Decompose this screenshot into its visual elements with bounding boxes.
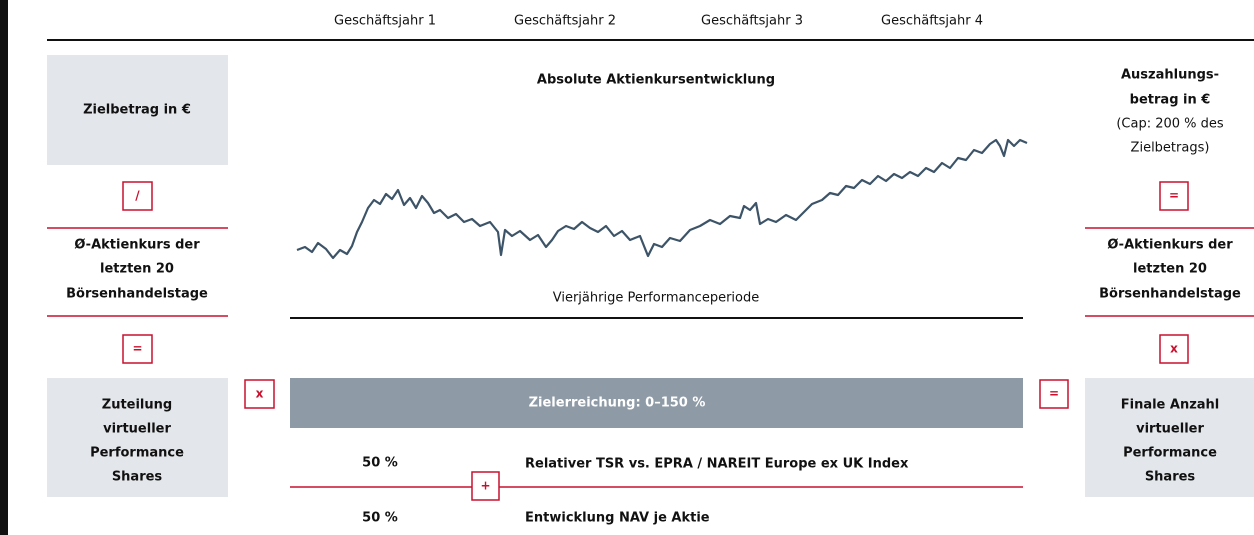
year: Geschäftsjahr 3 — [701, 14, 803, 29]
label: Börsenhandelstage — [1099, 287, 1241, 302]
operator: x — [256, 387, 264, 401]
label: letzten 20 — [1133, 262, 1207, 277]
operator: = — [132, 342, 142, 356]
box — [47, 55, 228, 165]
operator-box — [122, 334, 153, 364]
label: Zielbetrag in € — [83, 103, 191, 118]
label: letzten 20 — [100, 262, 174, 277]
operator: = — [1049, 387, 1059, 401]
operator-box — [1039, 379, 1069, 409]
label: betrag in € — [1130, 93, 1211, 108]
target-bar — [290, 378, 1023, 428]
operator: = — [1169, 189, 1179, 203]
box — [1085, 378, 1254, 497]
year: Geschäftsjahr 2 — [514, 14, 616, 29]
label: Ø-Aktienkurs der — [1107, 238, 1233, 253]
label: Shares — [112, 470, 163, 485]
target-label: Zielerreichung: 0–150 % — [529, 396, 706, 411]
period-label: Vierjährige Performanceperiode — [553, 291, 760, 306]
label: Performance — [1123, 446, 1217, 461]
chart-title: Absolute Aktienkursentwicklung — [537, 73, 775, 88]
operator: + — [480, 479, 490, 493]
weight: 50 % — [362, 511, 398, 526]
operator: / — [135, 189, 140, 203]
label: Shares — [1145, 470, 1196, 485]
label: Auszahlungs- — [1121, 68, 1219, 83]
operator-box — [471, 471, 500, 501]
label: Zuteilung — [102, 398, 172, 413]
operator-box — [1159, 181, 1189, 211]
component-label: Relativer TSR vs. EPRA / NAREIT Europe e… — [525, 457, 909, 472]
operator-box — [122, 181, 153, 211]
operator-box — [1159, 334, 1189, 364]
label: virtueller — [1136, 422, 1204, 437]
box — [47, 378, 228, 497]
year: Geschäftsjahr 4 — [881, 14, 983, 29]
label: Börsenhandelstage — [66, 287, 208, 302]
label: Finale Anzahl — [1121, 398, 1220, 413]
operator-box — [244, 379, 275, 409]
component-label: Entwicklung NAV je Aktie — [525, 511, 710, 526]
edge-strip — [0, 0, 8, 535]
label: Performance — [90, 446, 184, 461]
price-line — [296, 138, 1028, 260]
label: virtueller — [103, 422, 171, 437]
operator: x — [1170, 342, 1178, 356]
label: Ø-Aktienkurs der — [74, 238, 200, 253]
label: Zielbetrags) — [1131, 141, 1210, 156]
year: Geschäftsjahr 1 — [334, 14, 436, 29]
label: (Cap: 200 % des — [1116, 117, 1224, 132]
weight: 50 % — [362, 456, 398, 471]
